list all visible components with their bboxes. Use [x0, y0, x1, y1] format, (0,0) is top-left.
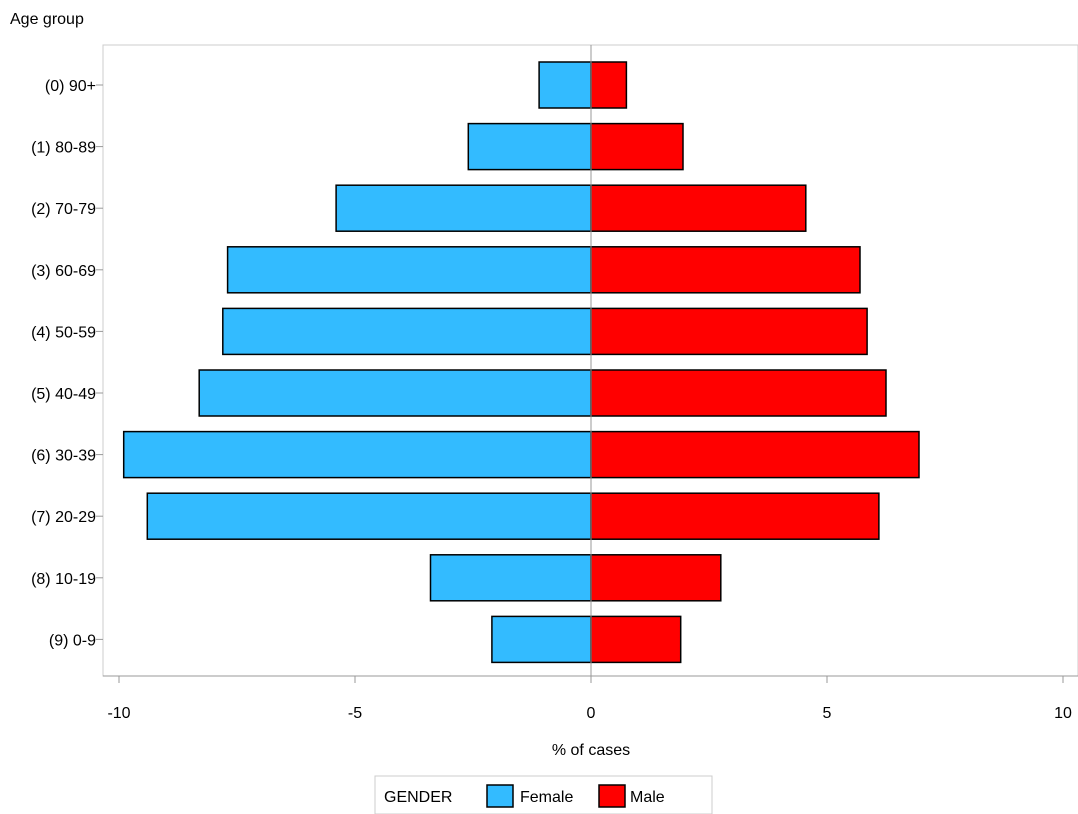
- y-tick-label: (8) 10-19: [31, 571, 96, 588]
- bar-female-9: [491, 615, 592, 664]
- bar-male-9: [590, 615, 682, 664]
- bar-male-7: [590, 492, 880, 540]
- y-tick-label: (2) 70-79: [31, 201, 96, 218]
- bars-layer: [122, 61, 920, 664]
- legend-title: GENDER: [384, 789, 452, 806]
- y-axis-ticks: (0) 90+ (1) 80-89 (2) 70-79 (3) 60-69 (4) 50…: [31, 78, 103, 649]
- y-tick-label: (5) 40-49: [31, 386, 96, 403]
- bar-male-2: [590, 184, 807, 232]
- bar-female-2: [335, 184, 592, 232]
- legend-swatch-male: [598, 784, 626, 808]
- bar-female-1: [467, 122, 592, 171]
- bar-female-5: [198, 369, 592, 417]
- bar-male-8: [590, 554, 722, 602]
- x-tick-label: -10: [107, 705, 130, 722]
- bar-female-6: [122, 430, 592, 479]
- legend-frame: [374, 775, 713, 814]
- y-tick-label: (7) 20-29: [31, 509, 96, 526]
- y-tick-label: (0) 90+: [45, 78, 96, 95]
- y-axis-title: Age group: [10, 11, 84, 28]
- x-tick-label: 5: [823, 705, 832, 722]
- x-tick-label: -5: [348, 705, 362, 722]
- x-tick-label: 0: [587, 705, 596, 722]
- bar-male-0: [590, 61, 628, 109]
- bar-female-7: [146, 492, 592, 540]
- legend-label-female: Female: [520, 789, 573, 806]
- x-axis-ticks: -10 -5 0 5 10: [107, 676, 1072, 722]
- bar-male-5: [590, 369, 887, 417]
- bar-male-1: [590, 122, 684, 171]
- legend-swatch-female: [486, 784, 514, 808]
- bar-female-8: [429, 554, 592, 602]
- bar-female-4: [222, 307, 592, 356]
- y-tick-label: (3) 60-69: [31, 263, 96, 280]
- legend-label-male: Male: [630, 789, 665, 806]
- bar-female-0: [538, 61, 592, 109]
- y-tick-label: (4) 50-59: [31, 324, 96, 341]
- y-tick-label: (1) 80-89: [31, 140, 96, 157]
- bar-male-4: [590, 307, 868, 356]
- bar-female-3: [226, 246, 592, 294]
- bar-male-3: [590, 246, 861, 294]
- bar-male-6: [590, 430, 920, 479]
- x-tick-label: 10: [1054, 705, 1072, 722]
- y-tick-label: (9) 0-9: [49, 632, 96, 649]
- y-tick-label: (6) 30-39: [31, 448, 96, 465]
- legend: GENDER Female Male: [374, 775, 713, 814]
- x-axis-title: % of cases: [552, 742, 630, 759]
